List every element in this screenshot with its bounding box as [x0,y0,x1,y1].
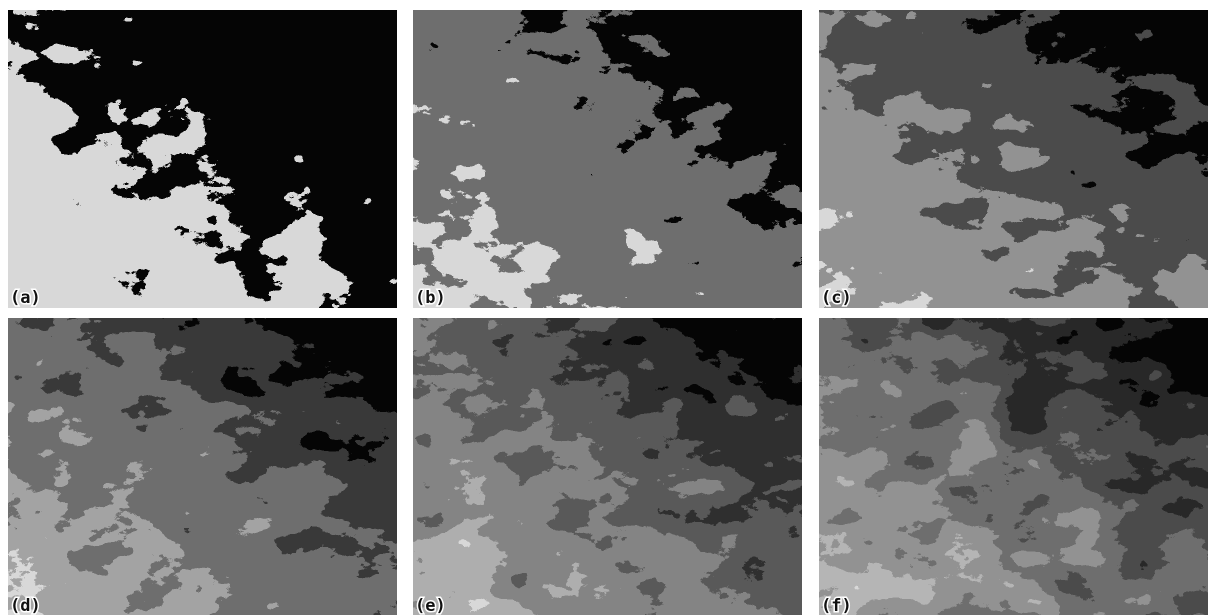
panel-label: (b) [415,288,446,308]
panel: (c) [819,10,1208,308]
panel-label: (d) [10,596,41,615]
segmentation-image [413,318,802,615]
segmentation-image [8,10,397,308]
segmentation-image [8,318,397,615]
panel: (b) [413,10,802,308]
panel-label: (e) [415,596,446,615]
segmentation-image [819,10,1208,308]
panel-label: (f) [821,596,852,615]
page: (a)(b)(c)(d)(e)(f) (() => { const data =… [0,0,1208,615]
panel-label: (c) [821,288,852,308]
panel: (f) [819,318,1208,615]
panel: (e) [413,318,802,615]
panel: (a) [8,10,397,308]
figure: (a) (b) (c) (d) (e) (f) [0,0,1208,615]
panel: (d) [8,318,397,615]
panel-label: (a) [10,288,41,308]
segmentation-image [413,10,802,308]
segmentation-image [819,318,1208,615]
